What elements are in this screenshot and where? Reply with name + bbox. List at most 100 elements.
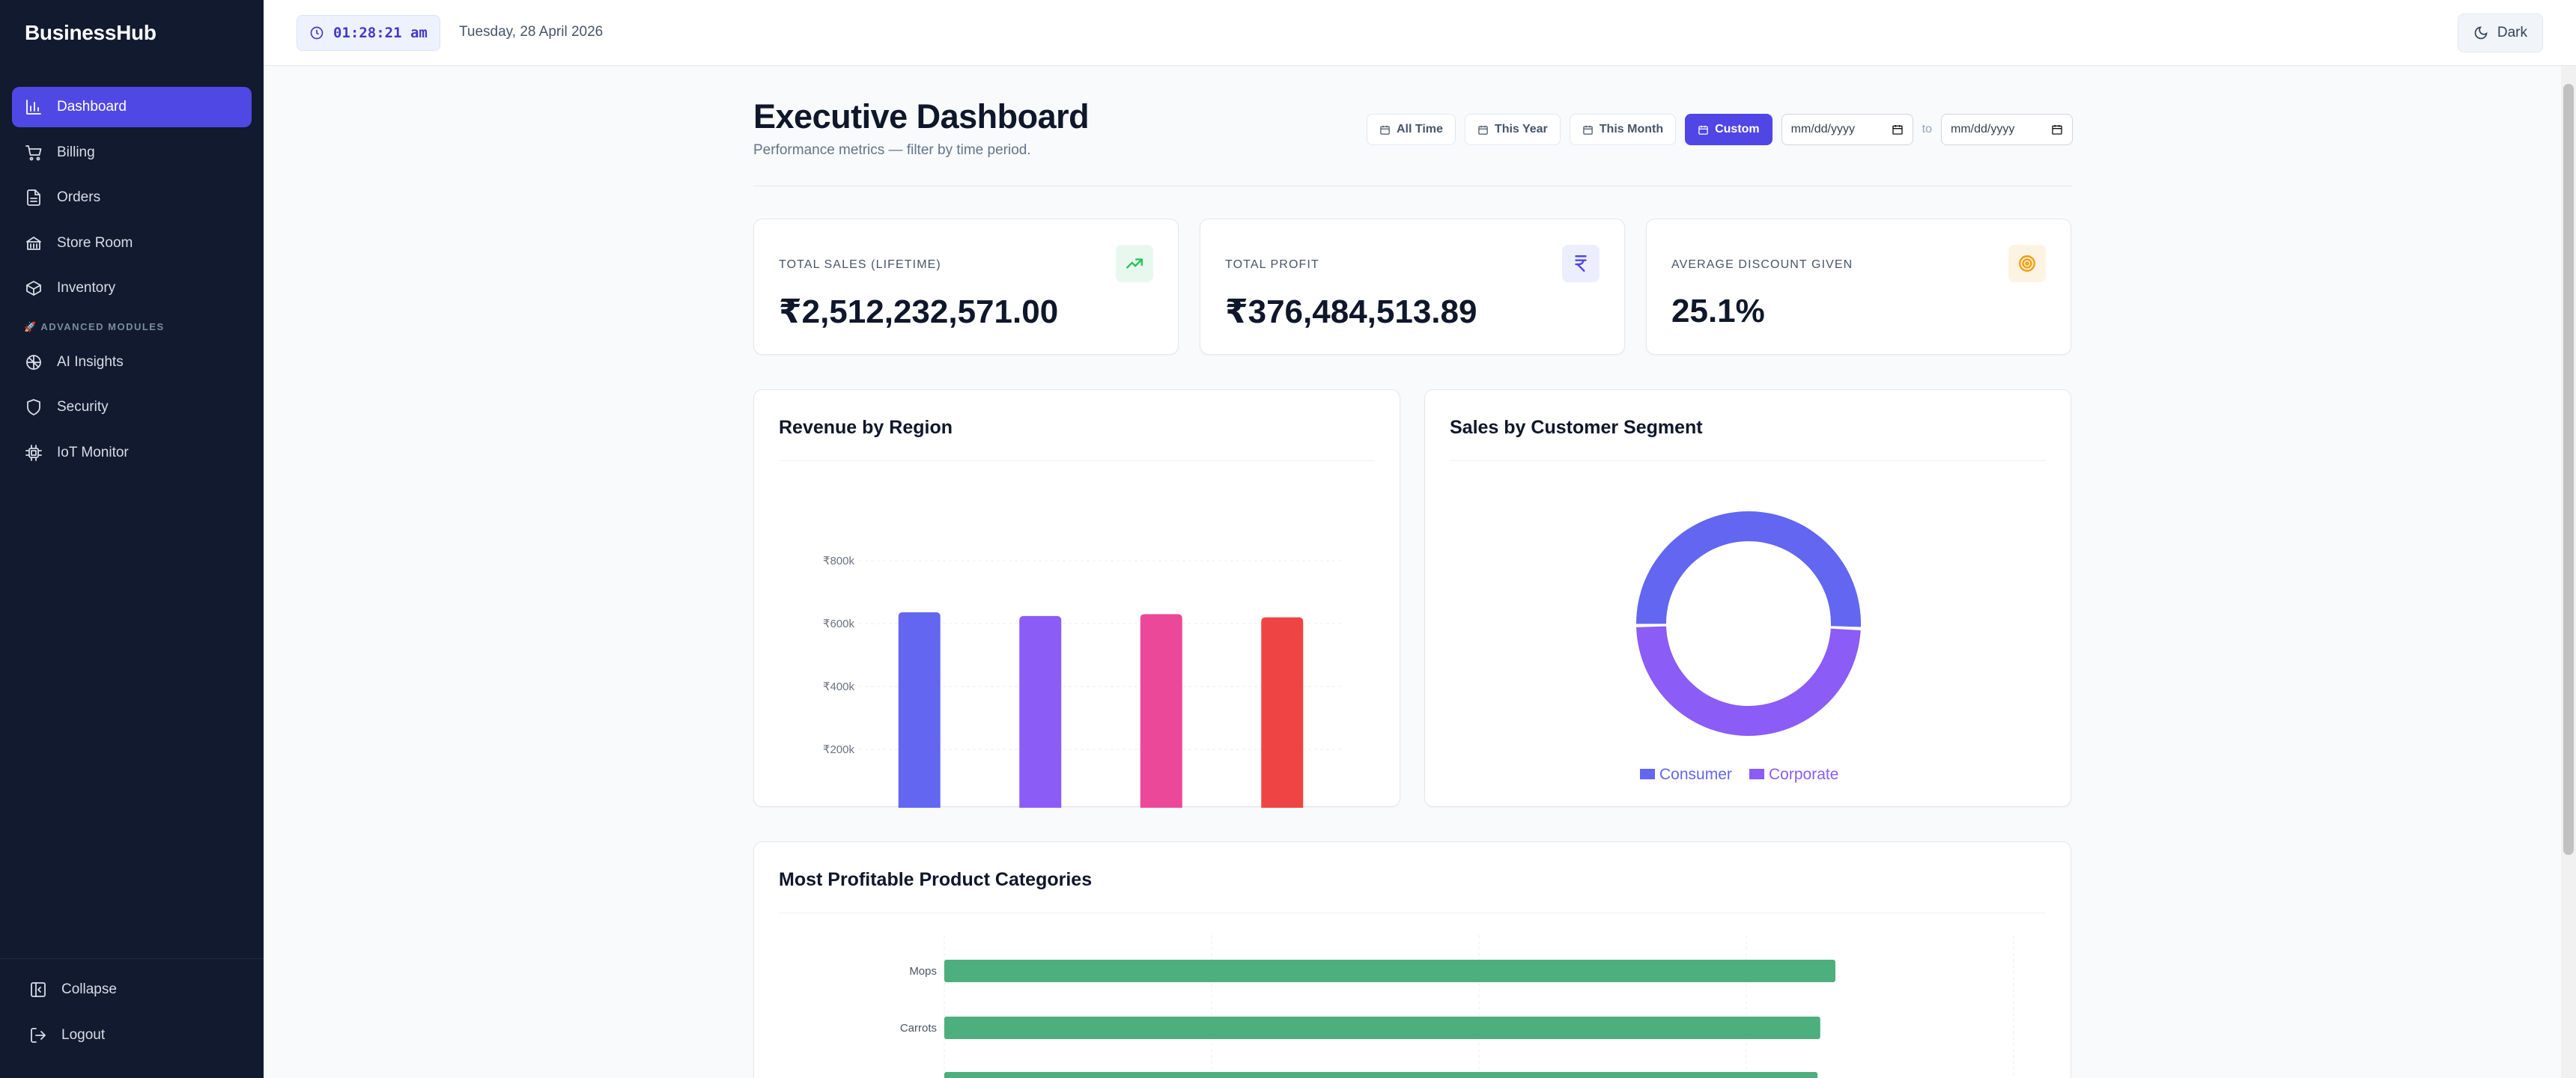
sidebar-item-iot-monitor[interactable]: IoT Monitor bbox=[12, 433, 252, 473]
brand-logo: BusinessHub bbox=[25, 21, 157, 44]
package-icon bbox=[24, 278, 43, 298]
sidebar-item-billing[interactable]: Billing bbox=[12, 133, 252, 173]
sidebar-item-label: Store Room bbox=[57, 234, 133, 251]
filter-label: Custom bbox=[1715, 123, 1760, 135]
topbar: 01:28:21 am Tuesday, 28 April 2026 Dark bbox=[264, 0, 2576, 66]
scrollbar-thumb[interactable] bbox=[2563, 84, 2574, 855]
advanced-modules-heading: 🚀 ADVANCED MODULES bbox=[24, 320, 165, 332]
sidebar-footer: Collapse Logout bbox=[0, 958, 264, 1078]
logout-label: Logout bbox=[61, 1026, 106, 1043]
filter-this-year[interactable]: This Year bbox=[1464, 114, 1561, 145]
filter-label: This Month bbox=[1599, 123, 1664, 135]
calendar-icon bbox=[1698, 125, 1708, 135]
bar bbox=[944, 1017, 1820, 1039]
dark-mode-label: Dark bbox=[2497, 25, 2527, 40]
current-date: Tuesday, 28 April 2026 bbox=[459, 24, 604, 40]
revenue-by-region-chart: ₹0k₹200k₹400k₹600k₹800kEastNorthSouthWes… bbox=[823, 555, 1343, 808]
kpi-value: ₹2,512,232,571.00 bbox=[779, 293, 1059, 330]
dark-mode-toggle[interactable]: Dark bbox=[2457, 13, 2543, 52]
filter-custom[interactable]: Custom bbox=[1685, 114, 1772, 145]
bar bbox=[1019, 615, 1062, 808]
sidebar-item-label: AI Insights bbox=[57, 353, 124, 370]
legend-label: Consumer bbox=[1659, 766, 1732, 783]
sidebar-item-store-room[interactable]: Store Room bbox=[12, 223, 252, 264]
rupee-icon bbox=[1562, 245, 1600, 282]
chart-title: Revenue by Region bbox=[779, 417, 953, 438]
target-icon bbox=[2008, 245, 2046, 282]
kpi-card-total-sales: TOTAL SALES (LIFETIME) ₹2,512,232,571.00 bbox=[753, 219, 1179, 355]
page-subtitle: Performance metrics — filter by time per… bbox=[753, 142, 1031, 158]
date-from-input[interactable]: mm/dd/yyyy bbox=[1781, 114, 1913, 145]
calendar-icon bbox=[1478, 125, 1488, 135]
calendar-picker-icon[interactable] bbox=[1892, 124, 1904, 135]
page-title: Executive Dashboard bbox=[753, 97, 1090, 135]
kpi-label: TOTAL PROFIT bbox=[1225, 258, 1319, 271]
filter-all-time[interactable]: All Time bbox=[1366, 114, 1456, 145]
kpi-card-total-profit: TOTAL PROFIT ₹376,484,513.89 bbox=[1200, 219, 1625, 355]
filter-this-month[interactable]: This Month bbox=[1569, 114, 1677, 145]
revenue-by-region-card: Revenue by Region ₹0k ₹200k ₹400k ₹600k ₹800… bbox=[753, 389, 1400, 808]
sidebar-item-security[interactable]: Security bbox=[12, 387, 252, 427]
y-tick-label: ₹800k bbox=[823, 555, 855, 567]
calendar-picker-icon[interactable] bbox=[2051, 124, 2063, 135]
y-tick-label: Carrots bbox=[900, 1022, 937, 1035]
logout-button[interactable]: Logout bbox=[16, 1015, 241, 1056]
calendar-icon bbox=[1380, 125, 1390, 135]
shield-icon bbox=[24, 398, 43, 417]
sidebar-item-label: Inventory bbox=[57, 280, 116, 296]
y-tick-label: ₹600k bbox=[823, 618, 855, 630]
kpi-card-average-discount: AVERAGE DISCOUNT GIVEN 25.1% bbox=[1646, 219, 2071, 355]
cart-icon bbox=[24, 143, 43, 162]
chart-title: Sales by Customer Segment bbox=[1450, 417, 1703, 438]
clock-time: 01:28:21 am bbox=[333, 25, 428, 41]
bar bbox=[944, 960, 1835, 982]
bar bbox=[898, 612, 941, 808]
date-from-placeholder: mm/dd/yyyy bbox=[1790, 123, 1855, 135]
collapse-icon bbox=[28, 980, 48, 999]
sidebar-item-label: Orders bbox=[57, 189, 101, 205]
bar bbox=[1140, 614, 1182, 808]
bar bbox=[1261, 617, 1304, 808]
kpi-label: AVERAGE DISCOUNT GIVEN bbox=[1671, 258, 1853, 271]
chart-title: Most Profitable Product Categories bbox=[779, 869, 1093, 890]
sidebar-item-inventory[interactable]: Inventory bbox=[12, 268, 252, 308]
legend-swatch bbox=[1640, 769, 1655, 779]
calendar-icon bbox=[1583, 125, 1593, 135]
logout-icon bbox=[28, 1026, 48, 1045]
sales-by-segment-card: Sales by Customer Segment Consumer Corpor… bbox=[1424, 389, 2071, 807]
sidebar-item-ai-insights[interactable]: AI Insights bbox=[12, 342, 252, 383]
kpi-value: ₹376,484,513.89 bbox=[1225, 293, 1477, 330]
sidebar: BusinessHub Dashboard Billing Orders Sto… bbox=[0, 0, 264, 1078]
date-to-input[interactable]: mm/dd/yyyy bbox=[1941, 114, 2073, 145]
profitable-categories-chart: Mops Carrots bbox=[900, 935, 2014, 1078]
clock-badge: 01:28:21 am bbox=[297, 15, 440, 51]
collapse-button[interactable]: Collapse bbox=[16, 969, 241, 1010]
legend-label: Corporate bbox=[1769, 766, 1838, 783]
bank-icon bbox=[24, 234, 43, 253]
date-range-separator: to bbox=[1922, 123, 1932, 135]
time-filters: All Time This Year This Month Custom mm/… bbox=[1366, 114, 2073, 145]
document-icon bbox=[24, 188, 43, 207]
sidebar-item-orders[interactable]: Orders bbox=[12, 177, 252, 218]
filter-label: All Time bbox=[1396, 123, 1443, 135]
filter-label: This Year bbox=[1494, 123, 1548, 135]
donut-slice bbox=[1636, 626, 1861, 737]
kpi-value: 25.1% bbox=[1671, 293, 1765, 329]
moon-icon bbox=[2474, 26, 2488, 40]
date-to-placeholder: mm/dd/yyyy bbox=[1951, 123, 2015, 135]
sidebar-nav: Dashboard Billing Orders Store Room Inve… bbox=[12, 87, 252, 478]
profitable-categories-card: Most Profitable Product Categories Mops C… bbox=[753, 841, 2071, 1078]
sidebar-item-dashboard[interactable]: Dashboard bbox=[12, 87, 252, 127]
bar-chart-icon bbox=[24, 97, 43, 117]
y-tick-label: ₹200k bbox=[823, 743, 855, 756]
chip-icon bbox=[24, 443, 43, 463]
y-tick-label: ₹0k bbox=[836, 806, 855, 808]
y-tick-label: ₹400k bbox=[823, 680, 855, 693]
bar bbox=[944, 1072, 1818, 1078]
card-divider bbox=[1450, 460, 2046, 461]
sales-by-segment-chart: Consumer Corporate bbox=[1636, 511, 1861, 783]
y-tick-label: Mops bbox=[909, 965, 937, 978]
sidebar-item-label: Dashboard bbox=[57, 99, 127, 115]
sidebar-item-label: IoT Monitor bbox=[57, 444, 129, 460]
card-divider bbox=[779, 460, 1375, 461]
